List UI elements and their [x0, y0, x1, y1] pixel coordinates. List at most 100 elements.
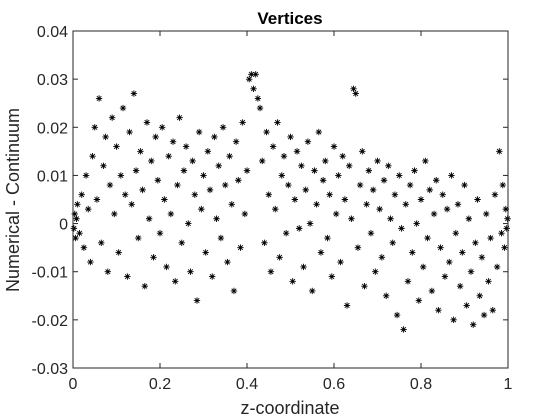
- data-point: [248, 71, 255, 78]
- data-point: [80, 244, 88, 251]
- data-point: [298, 162, 305, 169]
- data-point: [472, 239, 479, 247]
- data-point: [276, 254, 283, 261]
- y-tick-label: -0.01: [32, 265, 69, 282]
- data-point: [446, 258, 453, 266]
- data-point: [148, 157, 155, 165]
- data-point: [463, 302, 470, 309]
- y-axis-label: Numerical - Continuum: [3, 108, 23, 292]
- x-tick-label: 0: [69, 376, 78, 393]
- data-point: [422, 157, 429, 165]
- data-point: [319, 177, 327, 184]
- y-tick-label: 0: [59, 217, 68, 234]
- data-point: [117, 172, 125, 179]
- x-tick-label: 0.8: [410, 376, 432, 393]
- data-point: [154, 177, 162, 184]
- data-point: [243, 167, 251, 174]
- plot-area: [73, 31, 508, 368]
- data-point: [167, 210, 175, 218]
- data-point: [89, 152, 96, 160]
- data-point: [71, 210, 78, 218]
- data-point: [300, 263, 307, 271]
- data-point: [461, 181, 468, 189]
- data-point: [124, 273, 131, 280]
- data-point: [483, 210, 490, 218]
- data-point: [102, 133, 109, 141]
- data-point: [261, 239, 268, 247]
- data-point: [389, 239, 396, 247]
- data-point: [383, 292, 390, 299]
- data-point: [250, 85, 257, 92]
- x-tick-label: 1: [504, 376, 513, 393]
- data-point: [163, 263, 170, 271]
- data-point: [489, 307, 496, 314]
- data-point: [369, 186, 377, 194]
- data-point: [485, 278, 492, 285]
- data-point: [293, 148, 301, 155]
- data-point: [435, 307, 442, 314]
- y-tick-label: 0.01: [37, 168, 68, 185]
- data-point: [352, 90, 359, 97]
- data-point: [215, 162, 222, 169]
- data-point: [374, 157, 381, 165]
- y-tick-label: 0.04: [37, 24, 68, 41]
- data-point: [452, 230, 459, 237]
- data-point: [498, 230, 505, 237]
- data-point: [450, 316, 457, 324]
- data-point: [378, 254, 386, 261]
- data-point: [256, 104, 264, 112]
- data-point: [178, 239, 185, 247]
- data-point: [499, 181, 506, 189]
- data-point: [400, 326, 407, 333]
- data-point: [224, 258, 231, 266]
- data-point: [339, 152, 346, 160]
- data-point: [132, 167, 140, 174]
- data-point: [70, 225, 78, 232]
- data-point: [363, 201, 370, 208]
- data-point: [402, 201, 409, 208]
- data-point: [467, 268, 475, 275]
- data-point: [282, 230, 290, 237]
- data-point: [78, 191, 85, 198]
- data-point: [406, 181, 414, 189]
- data-point: [385, 162, 392, 169]
- data-point: [193, 297, 201, 304]
- data-point: [478, 254, 486, 261]
- data-point: [404, 278, 412, 285]
- data-point: [108, 114, 116, 121]
- data-point: [269, 143, 277, 150]
- data-point: [158, 124, 166, 131]
- data-point: [202, 249, 209, 256]
- scatter-markers: [70, 71, 511, 333]
- data-point: [182, 143, 190, 150]
- data-point: [396, 172, 403, 179]
- data-point: [161, 196, 168, 203]
- data-point: [176, 114, 183, 121]
- data-point: [487, 234, 494, 242]
- data-point: [419, 263, 427, 271]
- data-point: [476, 292, 483, 299]
- data-point: [502, 205, 510, 213]
- y-tick-label: -0.02: [32, 313, 69, 330]
- data-point: [93, 196, 101, 203]
- data-point: [143, 119, 151, 126]
- data-point: [411, 167, 418, 174]
- data-point: [74, 201, 81, 208]
- data-point: [346, 162, 353, 169]
- data-point: [470, 321, 477, 328]
- data-point: [82, 172, 90, 179]
- data-point: [259, 157, 266, 165]
- data-point: [135, 234, 142, 242]
- data-point: [119, 104, 127, 112]
- data-point: [306, 220, 314, 227]
- data-point: [165, 152, 172, 160]
- axes-box: [72, 30, 509, 369]
- data-point: [172, 278, 179, 285]
- data-point: [313, 201, 320, 208]
- data-point: [328, 273, 336, 280]
- data-point: [285, 181, 292, 189]
- data-point: [393, 311, 401, 319]
- data-point: [206, 186, 214, 194]
- data-point: [441, 273, 449, 280]
